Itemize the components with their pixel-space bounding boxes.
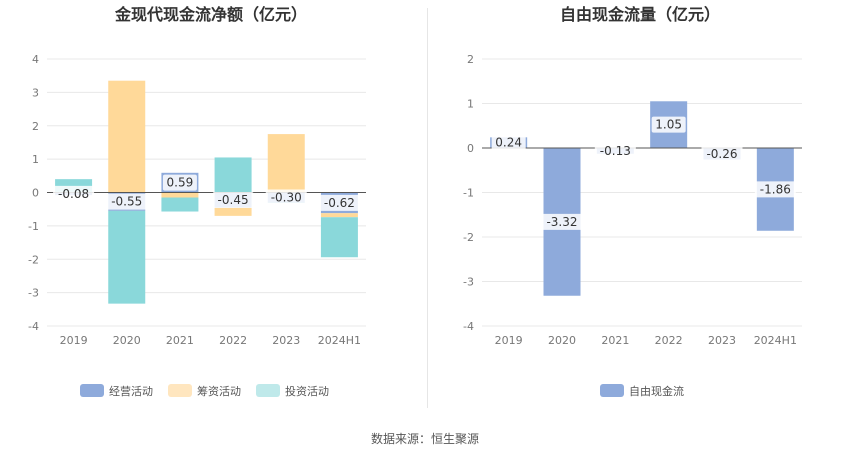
legend-swatch (168, 384, 192, 397)
data-label-box (265, 189, 307, 206)
x-tick-label: 2019 (60, 334, 88, 347)
y-tick-label: -1 (463, 187, 474, 200)
bar-筹资活动 (214, 207, 252, 216)
data-label-box (754, 181, 796, 198)
data-label-box (594, 142, 636, 159)
data-label: -0.45 (218, 193, 249, 207)
bar-筹资活动 (108, 80, 146, 193)
data-label: -0.26 (706, 147, 737, 161)
legend-swatch (256, 384, 280, 397)
legend-label: 筹资活动 (197, 384, 241, 398)
data-label: -0.55 (111, 195, 142, 209)
x-tick-label: 2021 (166, 334, 194, 347)
y-tick-label: -4 (28, 320, 39, 333)
data-label: 0.24 (495, 136, 522, 150)
y-tick-label: 0 (467, 142, 474, 155)
data-label: 1.05 (655, 118, 682, 132)
y-tick-label: 3 (32, 86, 39, 99)
data-label-box (162, 174, 197, 191)
data-label-box (212, 192, 254, 209)
bar-投资活动 (108, 210, 146, 304)
legend-swatch (600, 384, 624, 397)
data-label: -0.08 (58, 187, 89, 201)
x-tick-label: 2023 (708, 334, 736, 347)
x-tick-label: 2020 (548, 334, 576, 347)
y-tick-label: -3 (463, 276, 474, 289)
y-tick-label: -2 (463, 231, 474, 244)
data-label: -0.13 (600, 144, 631, 158)
chart-title: 金现代现金流净额（亿元） (114, 5, 307, 24)
bar-投资活动 (161, 197, 199, 212)
y-tick-label: 1 (32, 153, 39, 166)
data-label: -0.30 (271, 191, 302, 205)
data-label-box (701, 145, 743, 162)
y-tick-label: 2 (32, 120, 39, 133)
bar-筹资活动 (161, 192, 199, 198)
y-tick-label: 0 (32, 187, 39, 200)
x-tick-label: 2020 (113, 334, 141, 347)
bar-筹资活动 (267, 134, 305, 193)
data-label-box (53, 185, 95, 202)
data-label: -0.62 (324, 196, 355, 210)
x-tick-label: 2022 (219, 334, 247, 347)
bar-筹资活动 (320, 213, 358, 218)
y-tick-label: 1 (467, 98, 474, 111)
x-tick-label: 2024H1 (318, 334, 361, 347)
data-label-box (318, 194, 360, 211)
data-label: -3.32 (546, 215, 577, 229)
legend-label: 自由现金流 (629, 384, 684, 398)
data-label-box (491, 134, 526, 151)
x-tick-label: 2022 (655, 334, 683, 347)
data-label-box (651, 116, 686, 133)
panel-divider (427, 8, 428, 408)
x-tick-label: 2021 (601, 334, 629, 347)
data-label-box (541, 213, 583, 230)
legend-swatch (80, 384, 104, 397)
x-tick-label: 2023 (272, 334, 300, 347)
y-tick-label: -3 (28, 287, 39, 300)
data-source-note: 数据来源：恒生聚源 (370, 432, 479, 446)
y-tick-label: -1 (28, 220, 39, 233)
chart-title: 自由现金流量（亿元） (560, 5, 720, 24)
legend-label: 投资活动 (285, 384, 329, 398)
bar-投资活动 (214, 157, 252, 193)
x-tick-label: 2019 (495, 334, 523, 347)
y-tick-label: 4 (32, 53, 39, 66)
y-tick-label: 2 (467, 53, 474, 66)
data-label: 0.59 (167, 176, 194, 190)
data-label-box (106, 193, 148, 210)
legend-label: 经营活动 (109, 384, 153, 398)
x-tick-label: 2024H1 (754, 334, 797, 347)
bar-投资活动 (320, 217, 358, 258)
y-tick-label: -4 (463, 320, 474, 333)
data-label: -1.86 (760, 182, 791, 196)
y-tick-label: -2 (28, 253, 39, 266)
